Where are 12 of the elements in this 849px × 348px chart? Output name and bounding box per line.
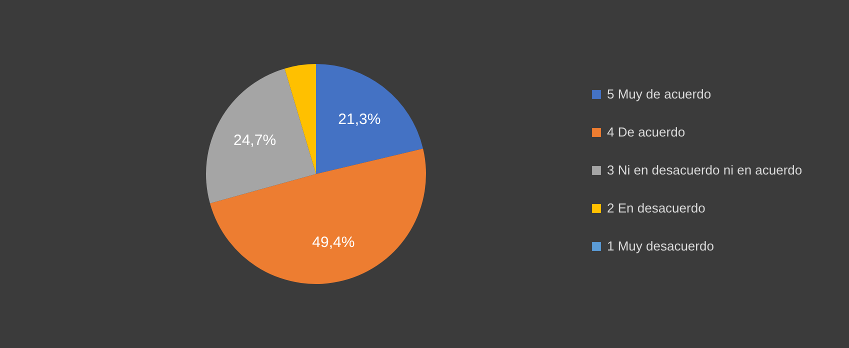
data-label: 49,4% xyxy=(312,234,355,251)
data-label: 21,3% xyxy=(338,111,381,128)
pie-slice xyxy=(284,64,316,174)
legend-label: 3 Ni en desacuerdo ni en acuerdo xyxy=(607,162,802,178)
legend-label: 5 Muy de acuerdo xyxy=(607,86,712,102)
pie-slice xyxy=(316,64,424,174)
data-label: 24,7% xyxy=(233,132,276,150)
legend-label: 4 De acuerdo xyxy=(607,124,686,140)
legend-label: 2 En desacuerdo xyxy=(607,200,706,216)
pie-slice xyxy=(206,68,316,204)
pie-slice xyxy=(210,148,426,284)
legend-label: 1 Muy desacuerdo xyxy=(607,238,714,254)
